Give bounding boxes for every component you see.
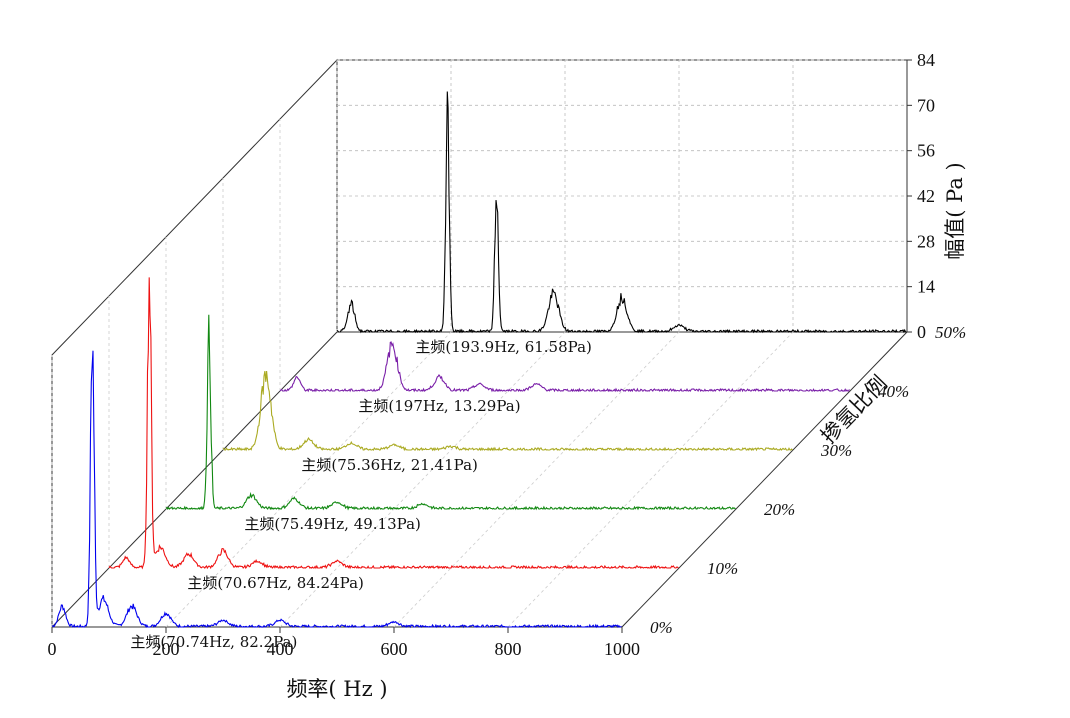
- series-line-5: [336, 91, 907, 334]
- series-line-2: [165, 314, 736, 511]
- depth-label-0: 0%: [650, 618, 673, 637]
- frame-layer: [51, 58, 912, 633]
- x-tick-label: 200: [153, 639, 180, 659]
- x-tick-label: 0: [48, 639, 57, 659]
- depth-label-1: 10%: [707, 559, 738, 578]
- peak-annotation-0: 主频(70.74Hz, 82.2Pa): [130, 633, 297, 651]
- depth-label-4: 40%: [878, 382, 909, 401]
- peak-annotation-4: 主频(197Hz, 13.29Pa): [358, 397, 520, 415]
- y-tick-label: 56: [917, 141, 935, 161]
- x-gridline-floor: [393, 331, 680, 628]
- peak-annotation-1: 主频(70.67Hz, 84.24Pa): [187, 574, 363, 592]
- y-tick-label: 0: [917, 322, 926, 342]
- y-tick-label: 42: [917, 186, 935, 206]
- series-layer: [51, 91, 907, 629]
- y-tick-label: 28: [917, 231, 935, 251]
- x-gridline-floor: [279, 331, 566, 628]
- series-line-0: [51, 350, 622, 629]
- depth-label-3: 30%: [820, 441, 852, 460]
- peak-annotation-5: 主频(193.9Hz, 61.58Pa): [415, 338, 591, 356]
- x-tick-label: 1000: [604, 639, 640, 659]
- depth-label-5: 50%: [935, 323, 966, 342]
- x-tick-label: 600: [381, 639, 408, 659]
- x-tick-label: 400: [267, 639, 294, 659]
- x-gridline-floor: [165, 331, 452, 628]
- peak-annotation-3: 主频(75.36Hz, 21.41Pa): [301, 456, 477, 474]
- y-tick-label: 84: [917, 50, 935, 70]
- depth-label-2: 20%: [764, 500, 795, 519]
- label-layer: 0 14 28 42 56 70 84 0 200 400 600 800 1000 频率( Hz ) 幅值…: [48, 50, 968, 701]
- left-wall: [51, 58, 338, 629]
- z-axis-line: [621, 331, 908, 628]
- y-tick-label: 70: [917, 95, 935, 115]
- series-line-1: [108, 277, 679, 570]
- x-gridline-floor: [507, 331, 794, 628]
- series-line-3: [222, 371, 793, 452]
- series-line-4: [279, 341, 850, 393]
- x-tick-label: 800: [495, 639, 522, 659]
- y-axis-title: 幅值( Pa ): [943, 162, 967, 259]
- peak-annotation-2: 主频(75.49Hz, 49.13Pa): [244, 515, 420, 533]
- x-axis-title: 频率( Hz ): [286, 677, 387, 701]
- y-tick-label: 14: [917, 277, 935, 297]
